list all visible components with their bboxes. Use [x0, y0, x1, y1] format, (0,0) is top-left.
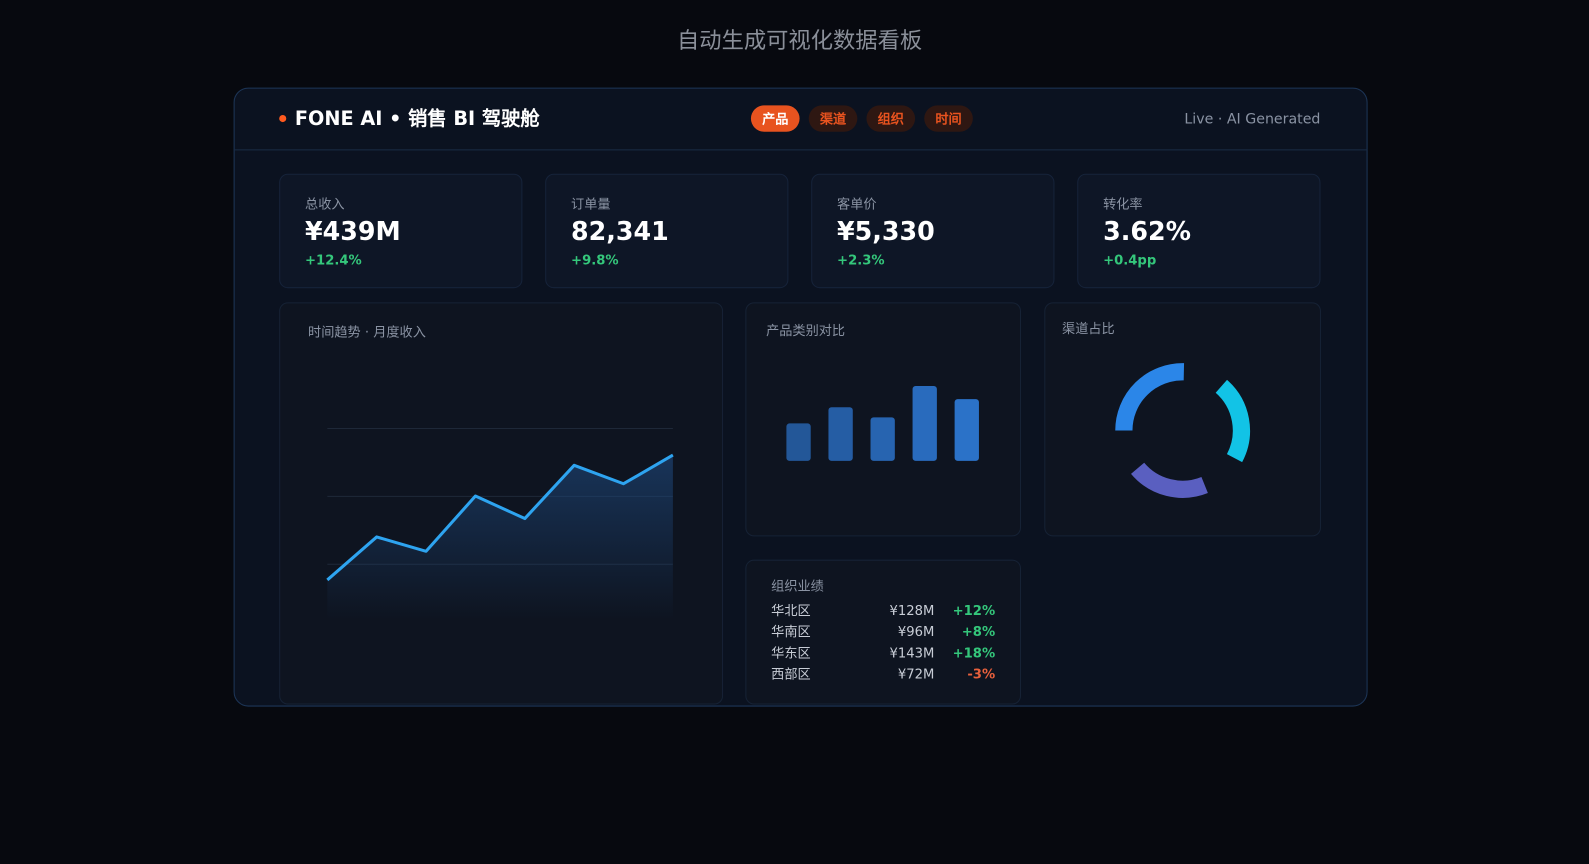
trend-area: [327, 455, 673, 620]
bar: [786, 423, 811, 461]
tab[interactable]: [924, 105, 973, 132]
org-change: +12%: [953, 604, 996, 619]
kpi-label: 客单价: [837, 196, 876, 213]
tab-label: 组织: [878, 111, 904, 128]
kpi-change: +2.3%: [837, 253, 885, 268]
org-change: -3%: [967, 668, 995, 683]
org-name: 华南区: [771, 624, 810, 640]
org-title: 组织业绩: [771, 579, 824, 595]
tab-label: 产品: [762, 111, 788, 128]
kpi-change: +9.8%: [571, 253, 619, 268]
org-name: 华东区: [771, 645, 810, 661]
bar: [828, 407, 853, 461]
bar: [870, 417, 895, 461]
kpi-label: 总收入: [305, 197, 344, 213]
org-change: +8%: [962, 625, 995, 640]
org-change: +18%: [953, 646, 996, 661]
status-dot: [279, 114, 287, 123]
trend-title: 时间趋势 · 月度收入: [308, 324, 426, 340]
trend-line: [326, 453, 674, 582]
bar: [912, 385, 937, 461]
kpi-value: ¥5,330: [837, 216, 935, 246]
org-name: 西部区: [771, 667, 810, 683]
page-title: 自动生成可视化数据看板: [677, 28, 922, 54]
kpi-card: [1077, 173, 1321, 289]
tab-label: 时间: [935, 111, 961, 128]
kpi-label: 转化率: [1103, 196, 1142, 213]
brand: FONE AI • 销售 BI 驾驶舱: [295, 107, 541, 130]
org-value: ¥143M: [890, 646, 935, 661]
kpi-label: 订单量: [571, 197, 610, 213]
channel-card: [1044, 302, 1321, 537]
kpi-value: ¥439M: [305, 216, 401, 246]
donut-segment: [1215, 379, 1251, 463]
category-title: 产品类别对比: [766, 323, 845, 339]
kpi-change: +12.4%: [305, 253, 362, 268]
org-name: 华北区: [771, 603, 810, 619]
org-value: ¥96M: [898, 625, 934, 640]
channel-title: 渠道占比: [1062, 321, 1115, 337]
kpi-card: [545, 173, 789, 289]
kpi-value: 3.62%: [1103, 216, 1191, 246]
status: Live · AI Generated: [1184, 112, 1320, 128]
org-value: ¥72M: [898, 668, 934, 683]
org-card: [745, 559, 1022, 705]
tab-label: 渠道: [820, 111, 847, 128]
kpi-value: 82,341: [571, 216, 669, 246]
bar: [954, 399, 979, 461]
tab[interactable]: [750, 105, 800, 132]
org-value: ¥128M: [890, 604, 935, 619]
kpi-card: [811, 173, 1055, 289]
kpi-card: [279, 173, 523, 289]
donut-segment: [1115, 363, 1185, 431]
tab[interactable]: [866, 105, 916, 132]
donut-segment: [1131, 462, 1208, 498]
kpi-change: +0.4pp: [1103, 253, 1156, 268]
tab[interactable]: [808, 105, 858, 132]
